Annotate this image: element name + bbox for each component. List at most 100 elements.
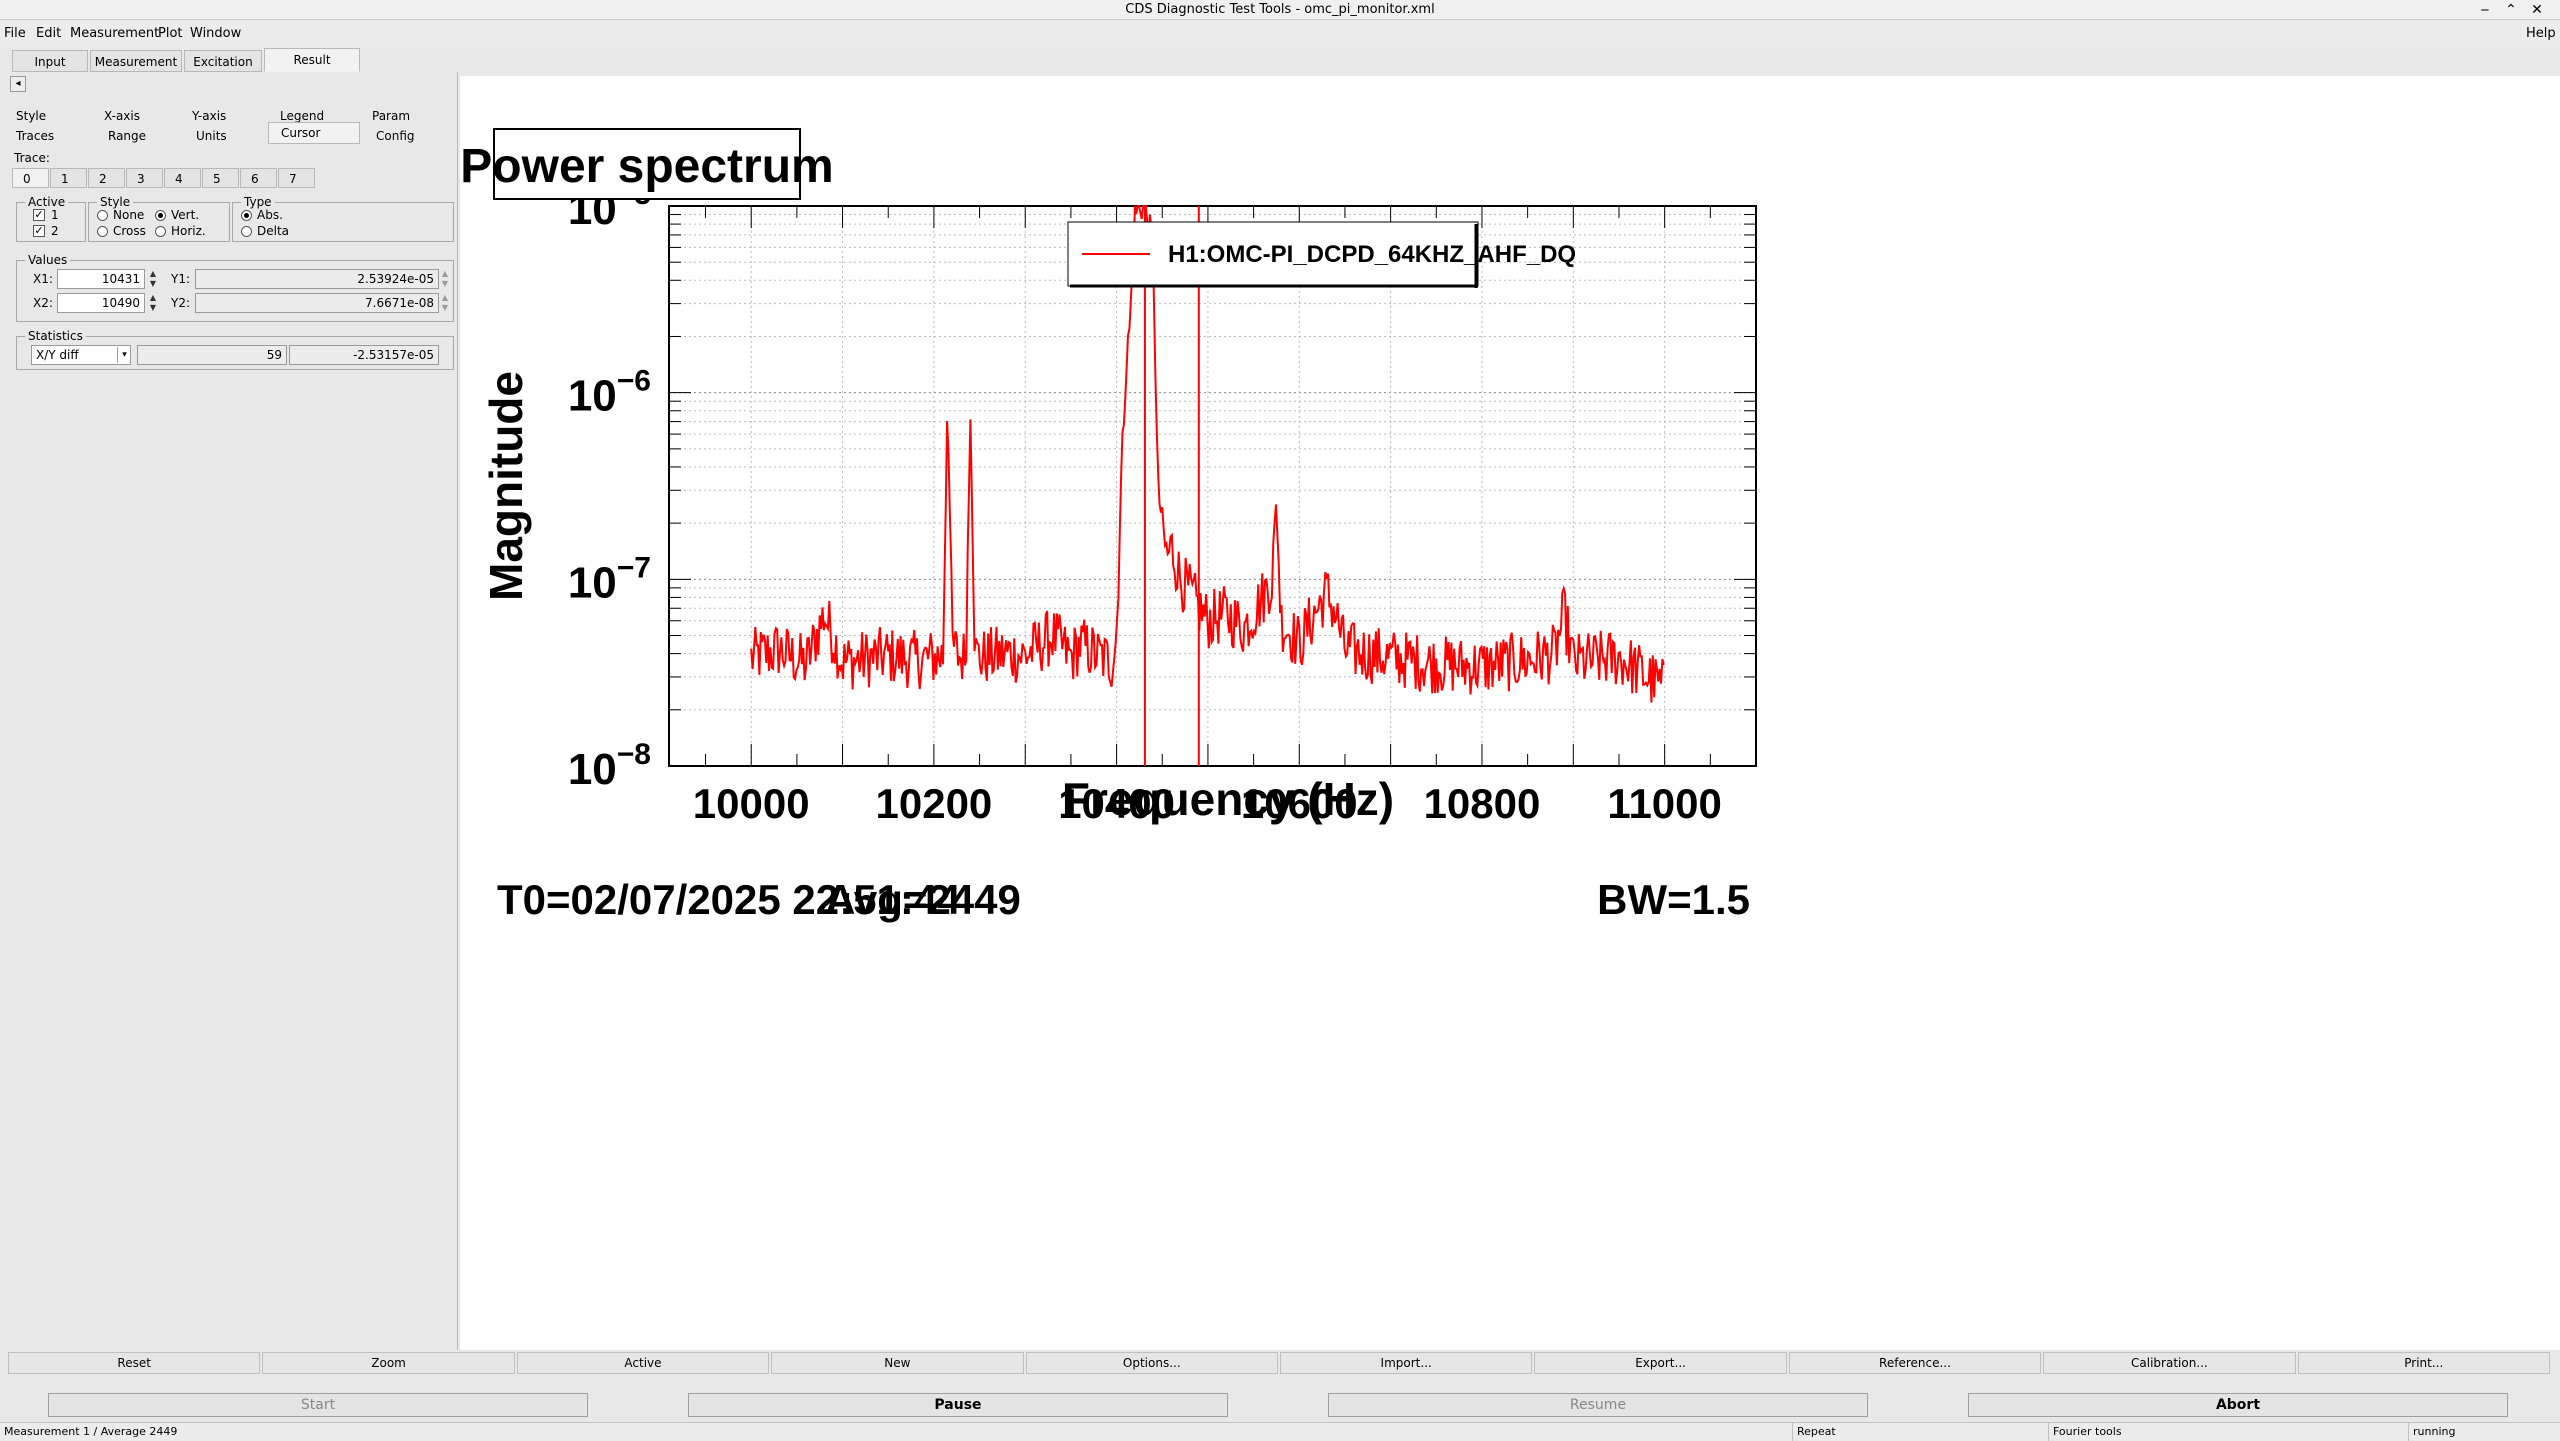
active-2-checkbox[interactable]: ✓ — [33, 224, 45, 237]
type-delta-radio[interactable] — [241, 226, 252, 237]
cursor-style-group: Style None Vert. Cross Horiz. — [88, 193, 230, 242]
trace-tab-5[interactable]: 5 — [202, 168, 239, 188]
menu-measurement[interactable]: Measurement — [70, 26, 160, 41]
status-bar: Measurement 1 / Average 2449 Repeat Four… — [0, 1422, 2560, 1441]
zoom-button[interactable]: Zoom — [262, 1352, 515, 1374]
y2-value: 7.6671e-08 — [195, 293, 439, 313]
statistics-group: Statistics X/Y diff ▾ 59 -2.53157e-05 — [16, 327, 454, 370]
subtab-config[interactable]: Config — [376, 129, 415, 143]
tab-measurement[interactable]: Measurement — [90, 50, 182, 72]
style-vert-label: Vert. — [171, 208, 200, 222]
calibration-button[interactable]: Calibration... — [2043, 1352, 2296, 1374]
print-button[interactable]: Print... — [2297, 1352, 2550, 1374]
result-settings-panel: ◂ Style X-axis Y-axis Legend Param Trace… — [4, 72, 458, 1350]
export-button[interactable]: Export... — [1534, 1352, 1787, 1374]
menu-file[interactable]: File — [4, 26, 26, 41]
trace-tab-1[interactable]: 1 — [50, 168, 87, 188]
statistics-group-label: Statistics — [25, 327, 86, 345]
tab-input[interactable]: Input — [12, 50, 88, 72]
trace-tab-0[interactable]: 0 — [12, 168, 49, 188]
trace-line — [750, 204, 1665, 703]
new-button[interactable]: New — [771, 1352, 1024, 1374]
y1-value: 2.53924e-05 — [195, 269, 439, 289]
status-state: running — [2408, 1423, 2560, 1441]
x1-spinner-icon[interactable]: ▲ ▼ — [149, 269, 157, 288]
tab-excitation[interactable]: Excitation — [184, 50, 262, 72]
subtab-y-axis[interactable]: Y-axis — [192, 109, 227, 123]
x-tick-labels: 10000 10200 10400 10600 10800 11000 — [693, 780, 1722, 827]
legend-entry: H1:OMC-PI_DCPD_64KHZ_AHF_DQ — [1168, 241, 1576, 268]
x-tick-label: 10200 — [876, 780, 993, 827]
plot-title: Power spectrum — [460, 140, 833, 193]
values-group: Values X1: 10431 ▲ ▼ Y1: 2.53924e-05 ▲ ▼ X… — [16, 251, 454, 322]
pause-button[interactable]: Pause — [688, 1393, 1228, 1417]
values-group-label: Values — [25, 251, 71, 269]
subtab-range[interactable]: Range — [108, 129, 147, 143]
plot-grid — [669, 206, 1756, 767]
subtab-units[interactable]: Units — [196, 129, 227, 143]
style-cross-label: Cross — [113, 224, 146, 238]
x2-spinner-icon[interactable]: ▲ ▼ — [149, 293, 157, 312]
power-spectrum-graph[interactable]: 10−510−610−710−8 10000102001040010600108… — [460, 76, 2560, 1350]
subtab-traces[interactable]: Traces — [16, 129, 55, 143]
x-tick-label: 10400 — [1058, 780, 1175, 827]
active-1-checkbox[interactable]: ✓ — [33, 208, 45, 221]
x-tick-label: 10800 — [1424, 780, 1541, 827]
subtab-param[interactable]: Param — [372, 109, 411, 123]
style-cross-radio[interactable] — [97, 226, 108, 237]
title-box — [493, 128, 801, 200]
cursor-lines — [1143, 206, 1200, 766]
statistics-select[interactable]: X/Y diff — [31, 345, 131, 365]
style-vert-radio[interactable] — [155, 210, 166, 221]
x1-input[interactable]: 10431 — [57, 269, 145, 289]
start-button[interactable]: Start — [48, 1393, 588, 1417]
collapse-panel-icon[interactable]: ◂ — [10, 76, 26, 92]
subtab-legend[interactable]: Legend — [280, 109, 325, 123]
y-tick-label: 10−7 — [568, 551, 651, 607]
status-repeat: Repeat — [1792, 1423, 2048, 1441]
y1-label: Y1: — [171, 272, 191, 286]
x-axis-label: Frequency (Hz) — [1062, 773, 1394, 825]
trace-tab-7[interactable]: 7 — [278, 168, 315, 188]
legend-box[interactable]: H1:OMC-PI_DCPD_64KHZ_AHF_DQ — [1067, 221, 1576, 288]
trace-tab-3[interactable]: 3 — [126, 168, 163, 188]
style-none-label: None — [113, 208, 145, 222]
abort-button[interactable]: Abort — [1968, 1393, 2508, 1417]
y-tick-label: 10−8 — [568, 738, 651, 794]
reference-button[interactable]: Reference... — [1788, 1352, 2042, 1374]
resume-button[interactable]: Resume — [1328, 1393, 1868, 1417]
active-group: Active ✓ 1 ✓ 2 — [16, 193, 86, 242]
import-button[interactable]: Import... — [1280, 1352, 1533, 1374]
active-button[interactable]: Active — [516, 1352, 770, 1374]
style-none-radio[interactable] — [97, 210, 108, 221]
status-tools: Fourier tools — [2048, 1423, 2408, 1441]
reset-button[interactable]: Reset — [8, 1352, 261, 1374]
style-horiz-radio[interactable] — [155, 226, 166, 237]
subtab-x-axis[interactable]: X-axis — [104, 109, 140, 123]
menu-plot[interactable]: Plot — [158, 26, 183, 41]
trace-label: Trace: — [14, 151, 50, 165]
menu-window[interactable]: Window — [190, 26, 242, 41]
menu-edit[interactable]: Edit — [36, 26, 62, 41]
cursor-type-group: Type Abs. Delta — [232, 193, 454, 242]
maximize-icon[interactable]: ⌃ — [2505, 2, 2517, 18]
subtab-style[interactable]: Style — [16, 109, 47, 123]
close-icon[interactable]: ✕ — [2531, 2, 2543, 18]
chevron-down-icon[interactable]: ▾ — [117, 347, 131, 363]
active-1-label: 1 — [51, 208, 59, 222]
options-button[interactable]: Options... — [1025, 1352, 1278, 1374]
tab-result[interactable]: Result — [264, 48, 360, 72]
plot-canvas[interactable]: 10−510−610−710−8 10000102001040010600108… — [460, 76, 2560, 1350]
avg-label: Avg=2449 — [825, 876, 1021, 923]
subtab-cursor[interactable]: Cursor — [268, 122, 360, 144]
trace-tab-2[interactable]: 2 — [88, 168, 125, 188]
trace-tab-6[interactable]: 6 — [240, 168, 277, 188]
x2-label: X2: — [33, 296, 53, 310]
type-abs-radio[interactable] — [241, 210, 252, 221]
minimize-icon[interactable]: ‒ — [2480, 2, 2490, 18]
trace-tab-4[interactable]: 4 — [164, 168, 201, 188]
x2-input[interactable]: 10490 — [57, 293, 145, 313]
menu-help[interactable]: Help — [2526, 26, 2556, 41]
y-tick-label: 10−6 — [568, 365, 651, 421]
